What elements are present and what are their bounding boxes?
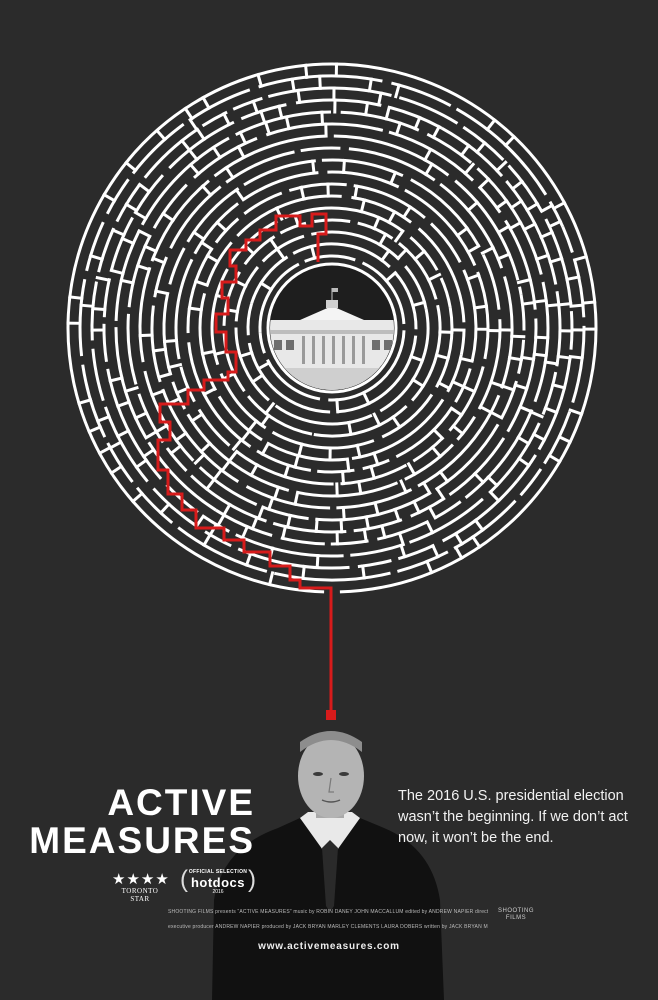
maze-path-end-marker	[326, 710, 336, 720]
review-rating: ★★★★ TORONTO STAR	[112, 871, 170, 903]
festival-laurel: ( ) OFFICIAL SELECTION hotdocs 2016	[180, 866, 256, 896]
laurel-right-icon: )	[248, 866, 256, 893]
maze-solution-path	[156, 212, 333, 716]
billing-block-line-1: SHOOTING FILMS presents “ACTIVE MEASURES…	[168, 909, 488, 915]
festival-selection: OFFICIAL SELECTION	[188, 869, 248, 875]
title-line-2: MEASURES	[29, 820, 255, 861]
man-portrait-image	[212, 731, 444, 1000]
laurel-left-icon: (	[180, 866, 188, 893]
review-source: TORONTO STAR	[121, 887, 159, 903]
tagline: The 2016 U.S. presidential election wasn…	[398, 788, 628, 846]
festival-year: 2016	[212, 889, 224, 895]
studio-logo: SHOOTING FILMS	[497, 908, 534, 921]
white-house-image	[266, 262, 398, 394]
title-line-1: ACTIVE	[107, 782, 255, 823]
billing-block-line-2: executive producer ANDREW NAPIER produce…	[168, 924, 488, 930]
movie-title: ACTIVE MEASURES	[29, 784, 255, 860]
website-link[interactable]: www.activemeasures.com	[258, 941, 400, 952]
star-rating-icon: ★★★★	[112, 871, 170, 888]
festival-name: hotdocs	[190, 875, 246, 890]
